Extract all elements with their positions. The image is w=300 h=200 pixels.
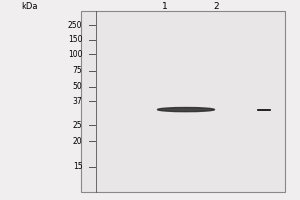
- Text: 20: 20: [73, 137, 82, 146]
- Text: 25: 25: [73, 121, 82, 130]
- Text: 15: 15: [73, 162, 82, 171]
- Text: 50: 50: [73, 82, 82, 91]
- Text: 250: 250: [68, 21, 83, 30]
- Text: 150: 150: [68, 35, 83, 44]
- Text: kDa: kDa: [22, 2, 38, 11]
- Text: 75: 75: [73, 66, 82, 75]
- FancyBboxPatch shape: [81, 11, 285, 192]
- Text: 1: 1: [162, 2, 168, 11]
- Text: 37: 37: [73, 97, 82, 106]
- Text: 2: 2: [213, 2, 219, 11]
- Text: 100: 100: [68, 50, 83, 59]
- Ellipse shape: [158, 108, 214, 112]
